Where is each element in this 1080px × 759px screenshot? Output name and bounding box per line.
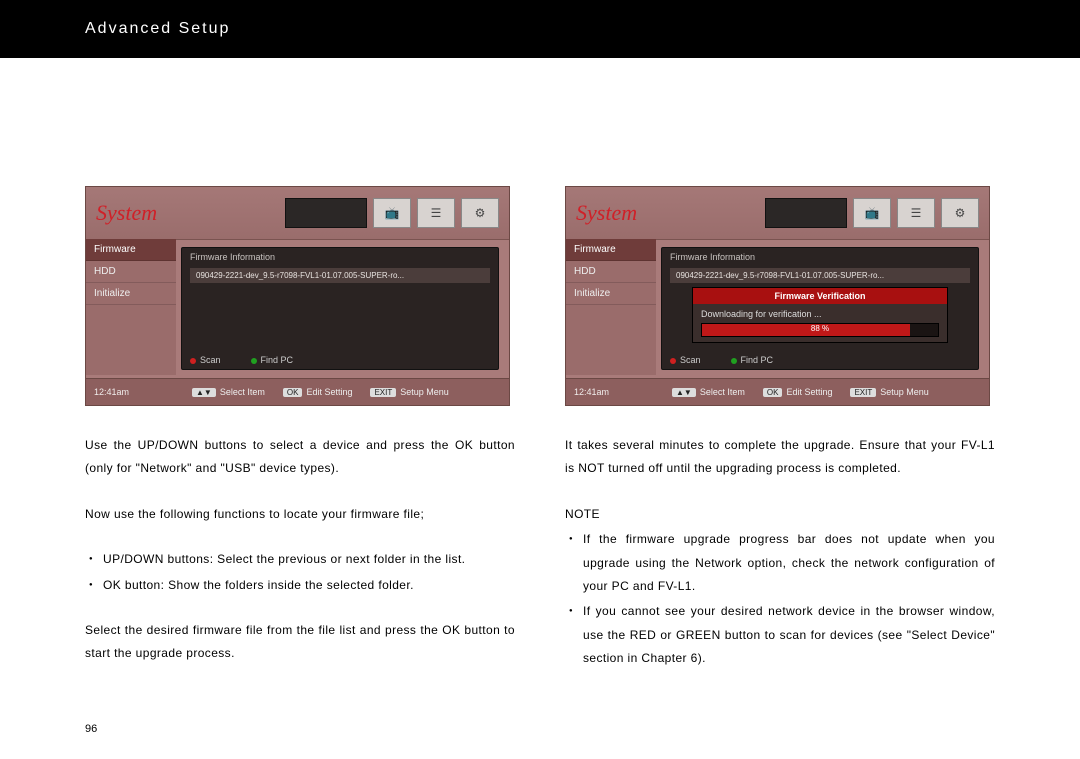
progress-bar: 88 % (701, 323, 939, 337)
sidebar-item-initialize[interactable]: Initialize (566, 283, 656, 305)
action-row: Scan Find PC (670, 355, 970, 365)
ok-badge: OK (763, 388, 783, 397)
findpc-button[interactable]: Find PC (251, 355, 294, 365)
footer-select: ▲▼Select Item (672, 387, 745, 397)
screenshot-firmware-select: System 📺 ☰ ⚙ Firmware HDD Initialize Fir… (85, 186, 510, 406)
firmware-path: 090429-2221-dev_9.5-r7098-FVL1-01.07.005… (670, 268, 970, 283)
green-dot-icon (731, 358, 737, 364)
device-icon (285, 198, 367, 228)
footer-setup: EXITSetup Menu (370, 387, 448, 397)
left-text: Use the UP/DOWN buttons to select a devi… (85, 434, 515, 666)
device-icon (765, 198, 847, 228)
footer-select: ▲▼Select Item (192, 387, 265, 397)
note-label: NOTE (565, 503, 995, 526)
footer-edit: OKEdit Setting (763, 387, 833, 397)
sidebar: Firmware HDD Initialize (86, 239, 176, 375)
right-column: System 📺 ☰ ⚙ Firmware HDD Initialize Fir… (565, 88, 995, 693)
para: Now use the following functions to locat… (85, 503, 515, 526)
gear-icon: ⚙ (941, 198, 979, 228)
ok-badge: OK (283, 388, 303, 397)
tv-icon: 📺 (853, 198, 891, 228)
list-item: If the firmware upgrade progress bar doe… (579, 528, 995, 598)
page-body: System 📺 ☰ ⚙ Firmware HDD Initialize Fir… (0, 58, 1080, 693)
screenshot-topbar: System 📺 ☰ ⚙ (566, 187, 989, 240)
list-icon: ☰ (897, 198, 935, 228)
red-dot-icon (670, 358, 676, 364)
firmware-info-label: Firmware Information (662, 248, 978, 266)
right-text: It takes several minutes to complete the… (565, 434, 995, 671)
progress-label: 88 % (702, 324, 938, 333)
findpc-button[interactable]: Find PC (731, 355, 774, 365)
green-dot-icon (251, 358, 257, 364)
list-item: If you cannot see your desired network d… (579, 600, 995, 670)
screenshot-firmware-verify: System 📺 ☰ ⚙ Firmware HDD Initialize Fir… (565, 186, 990, 406)
list-icon: ☰ (417, 198, 455, 228)
page-number: 96 (85, 723, 97, 735)
arrows-badge: ▲▼ (192, 388, 216, 397)
screenshot-footer: 12:41am ▲▼Select Item OKEdit Setting EXI… (86, 378, 509, 405)
tv-icon: 📺 (373, 198, 411, 228)
screenshot-topbar: System 📺 ☰ ⚙ (86, 187, 509, 240)
time-label: 12:41am (94, 387, 174, 397)
firmware-info-label: Firmware Information (182, 248, 498, 266)
para: It takes several minutes to complete the… (565, 434, 995, 481)
para: Select the desired firmware file from th… (85, 619, 515, 666)
modal-title: Firmware Verification (693, 288, 947, 304)
sidebar-item-initialize[interactable]: Initialize (86, 283, 176, 305)
list-item: OK button: Show the folders inside the s… (99, 574, 515, 597)
sidebar-item-hdd[interactable]: HDD (566, 261, 656, 283)
system-label: System (96, 200, 157, 226)
header-bar: Advanced Setup (0, 0, 1080, 58)
sidebar: Firmware HDD Initialize (566, 239, 656, 375)
para: Use the UP/DOWN buttons to select a devi… (85, 434, 515, 481)
modal-body: Downloading for verification ... 88 % (693, 304, 947, 342)
time-label: 12:41am (574, 387, 654, 397)
sidebar-item-firmware[interactable]: Firmware (86, 239, 176, 261)
firmware-path[interactable]: 090429-2221-dev_9.5-r7098-FVL1-01.07.005… (190, 268, 490, 283)
screenshot-footer: 12:41am ▲▼Select Item OKEdit Setting EXI… (566, 378, 989, 405)
modal-message: Downloading for verification ... (701, 309, 822, 319)
main-panel: Firmware Information 090429-2221-dev_9.5… (181, 247, 499, 370)
topbar-icons: 📺 ☰ ⚙ (765, 198, 979, 228)
exit-badge: EXIT (370, 388, 396, 397)
verification-modal: Firmware Verification Downloading for ve… (692, 287, 948, 343)
exit-badge: EXIT (850, 388, 876, 397)
red-dot-icon (190, 358, 196, 364)
footer-setup: EXITSetup Menu (850, 387, 928, 397)
gear-icon: ⚙ (461, 198, 499, 228)
scan-button[interactable]: Scan (190, 355, 221, 365)
sidebar-item-hdd[interactable]: HDD (86, 261, 176, 283)
topbar-icons: 📺 ☰ ⚙ (285, 198, 499, 228)
system-label: System (576, 200, 637, 226)
list-item: UP/DOWN buttons: Select the previous or … (99, 548, 515, 571)
action-row: Scan Find PC (190, 355, 490, 365)
arrows-badge: ▲▼ (672, 388, 696, 397)
sidebar-item-firmware[interactable]: Firmware (566, 239, 656, 261)
main-panel: Firmware Information 090429-2221-dev_9.5… (661, 247, 979, 370)
footer-edit: OKEdit Setting (283, 387, 353, 397)
page-title: Advanced Setup (85, 20, 230, 38)
left-column: System 📺 ☰ ⚙ Firmware HDD Initialize Fir… (85, 88, 515, 693)
bullet-list: If the firmware upgrade progress bar doe… (565, 528, 995, 670)
scan-button[interactable]: Scan (670, 355, 701, 365)
bullet-list: UP/DOWN buttons: Select the previous or … (85, 548, 515, 597)
